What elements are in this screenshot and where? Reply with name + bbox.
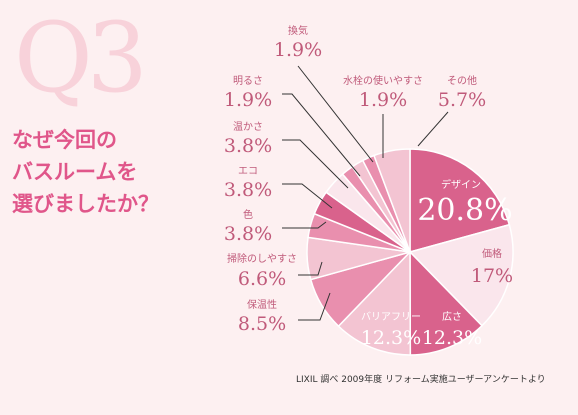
slice-name-label-0: デザイン [441,178,481,191]
leader-lines [282,65,449,321]
leader-line-4 [298,292,331,321]
slice-name-label-10: 換気 [288,24,308,37]
slice-value-label-12: 5.7% [438,89,486,111]
slice-value-label-8: 3.8% [224,135,272,157]
slice-name-label-9: 明るさ [233,75,263,87]
slice-value-label-5: 6.6% [238,268,286,290]
question-title: なぜ今回の バスルームを 選びましたか？ [12,124,202,220]
pie-slices [306,148,514,356]
question-line-2: バスルームを [12,160,138,184]
pie-slice-1 [408,223,514,327]
question-line-1: なぜ今回の [12,128,117,152]
slice-name-label-6: 色 [243,208,253,221]
slice-name-label-7: エコ [238,166,258,177]
slice-name-label-12: その他 [447,74,477,87]
slice-value-label-1: 17% [471,265,513,287]
slice-name-label-5: 掃除のしやすさ [227,252,297,265]
q-number-watermark: Q3 [14,2,148,114]
slice-value-label-2: 12.3% [422,327,482,349]
source-note: LIXIL 調べ 2009年度 リフォーム実施ユーザーアンケートより [296,375,546,385]
pie-slice-2 [409,250,484,356]
leader-line-10 [297,65,374,163]
slice-value-label-6: 3.8% [224,223,272,245]
slice-name-label-1: 価格 [482,247,502,260]
slice-name-label-8: 温かさ [233,121,263,133]
slice-name-label-4: 保温性 [247,298,277,311]
slice-value-label-11: 1.9% [359,89,407,111]
slice-value-label-9: 1.9% [224,89,272,111]
slice-value-label-4: 8.5% [238,313,286,335]
slice-value-label-3: 12.3% [361,327,421,349]
leader-line-12 [417,111,449,147]
slice-name-label-2: 広さ [442,310,462,323]
pie-slice-3 [337,250,412,356]
leader-line-5 [298,261,323,276]
slice-labels: デザイン20.8%価格17%広さ12.3%バリアフリー12.3%保温性8.5%掃… [224,24,513,349]
leader-line-8 [282,139,349,189]
slice-name-label-11: 水栓の使いやすさ [343,74,423,87]
slice-name-label-3: バリアフリー [361,311,421,323]
leader-line-9 [282,93,361,177]
pie-slice-0 [409,148,511,253]
slice-value-label-10: 1.9% [274,39,322,61]
pie-slice-12 [373,148,411,253]
question-line-3: 選びましたか？ [12,192,159,216]
leader-line-6 [282,221,327,229]
slice-value-label-0: 20.8% [417,193,512,228]
slice-value-label-7: 3.8% [224,179,272,201]
leader-line-7 [282,183,333,209]
